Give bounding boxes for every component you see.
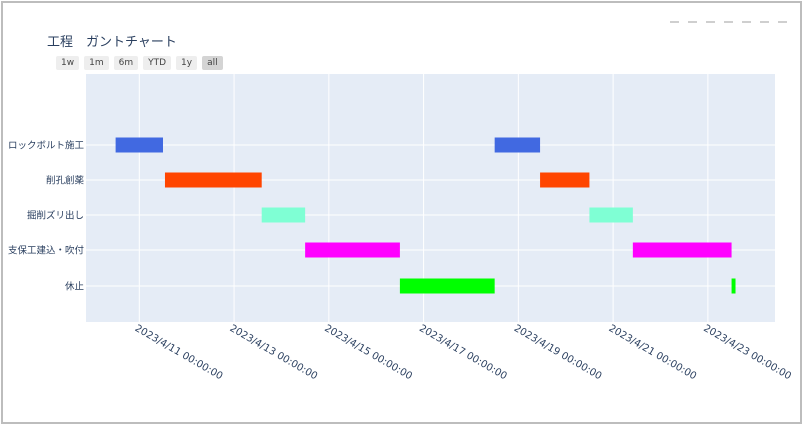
reset-axes-icon[interactable] [778,15,787,23]
task-bars [115,137,736,294]
range-button-1w[interactable]: 1w [56,56,80,70]
range-button-1y[interactable]: 1y [176,56,198,70]
range-button-ytd[interactable]: YTD [143,56,172,70]
task-bar [305,242,400,258]
x-tick-label: 2023/4/13 00:00:00 [228,323,320,382]
y-tick-label: 掘削ズリ出し [27,210,84,222]
task-bar [399,278,495,294]
y-tick-label: 休止 [65,281,85,293]
task-bar [261,207,306,223]
task-bar [731,278,736,294]
x-tick-label: 2023/4/19 00:00:00 [512,323,604,382]
autoscale-icon[interactable] [760,15,769,23]
range-selector: 1w 1m 6m YTD 1y all [56,56,223,70]
x-tick-label: 2023/4/11 00:00:00 [133,323,225,382]
y-tick-label: 削孔創薬 [46,175,85,187]
chart-title: 工程 ガントチャート [47,35,177,50]
range-button-6m[interactable]: 6m [113,56,139,70]
pan-icon[interactable] [706,15,715,23]
task-bar [164,172,262,188]
x-tick-label: 2023/4/17 00:00:00 [417,323,509,382]
y-tick-label: 支保工建込・吹付 [8,245,85,257]
task-bar [540,172,590,188]
x-tick-label: 2023/4/23 00:00:00 [701,323,793,382]
modebar [670,15,787,23]
task-bar [494,137,541,153]
zoom-out-icon[interactable] [742,15,751,23]
range-button-all[interactable]: all [202,56,223,70]
task-bar [115,137,163,153]
zoom-in-icon[interactable] [724,15,733,23]
x-tick-label: 2023/4/15 00:00:00 [322,323,414,382]
x-tick-label: 2023/4/21 00:00:00 [607,323,699,382]
task-bar [632,242,732,258]
range-button-1m[interactable]: 1m [84,56,109,70]
x-axis-labels: 2023/4/11 00:00:00 2023/4/13 00:00:00 2023… [133,323,793,382]
task-bar [589,207,633,223]
y-tick-label: ロックボルト施工 [8,140,85,152]
zoom-icon[interactable] [688,15,697,23]
camera-icon[interactable] [670,15,679,23]
